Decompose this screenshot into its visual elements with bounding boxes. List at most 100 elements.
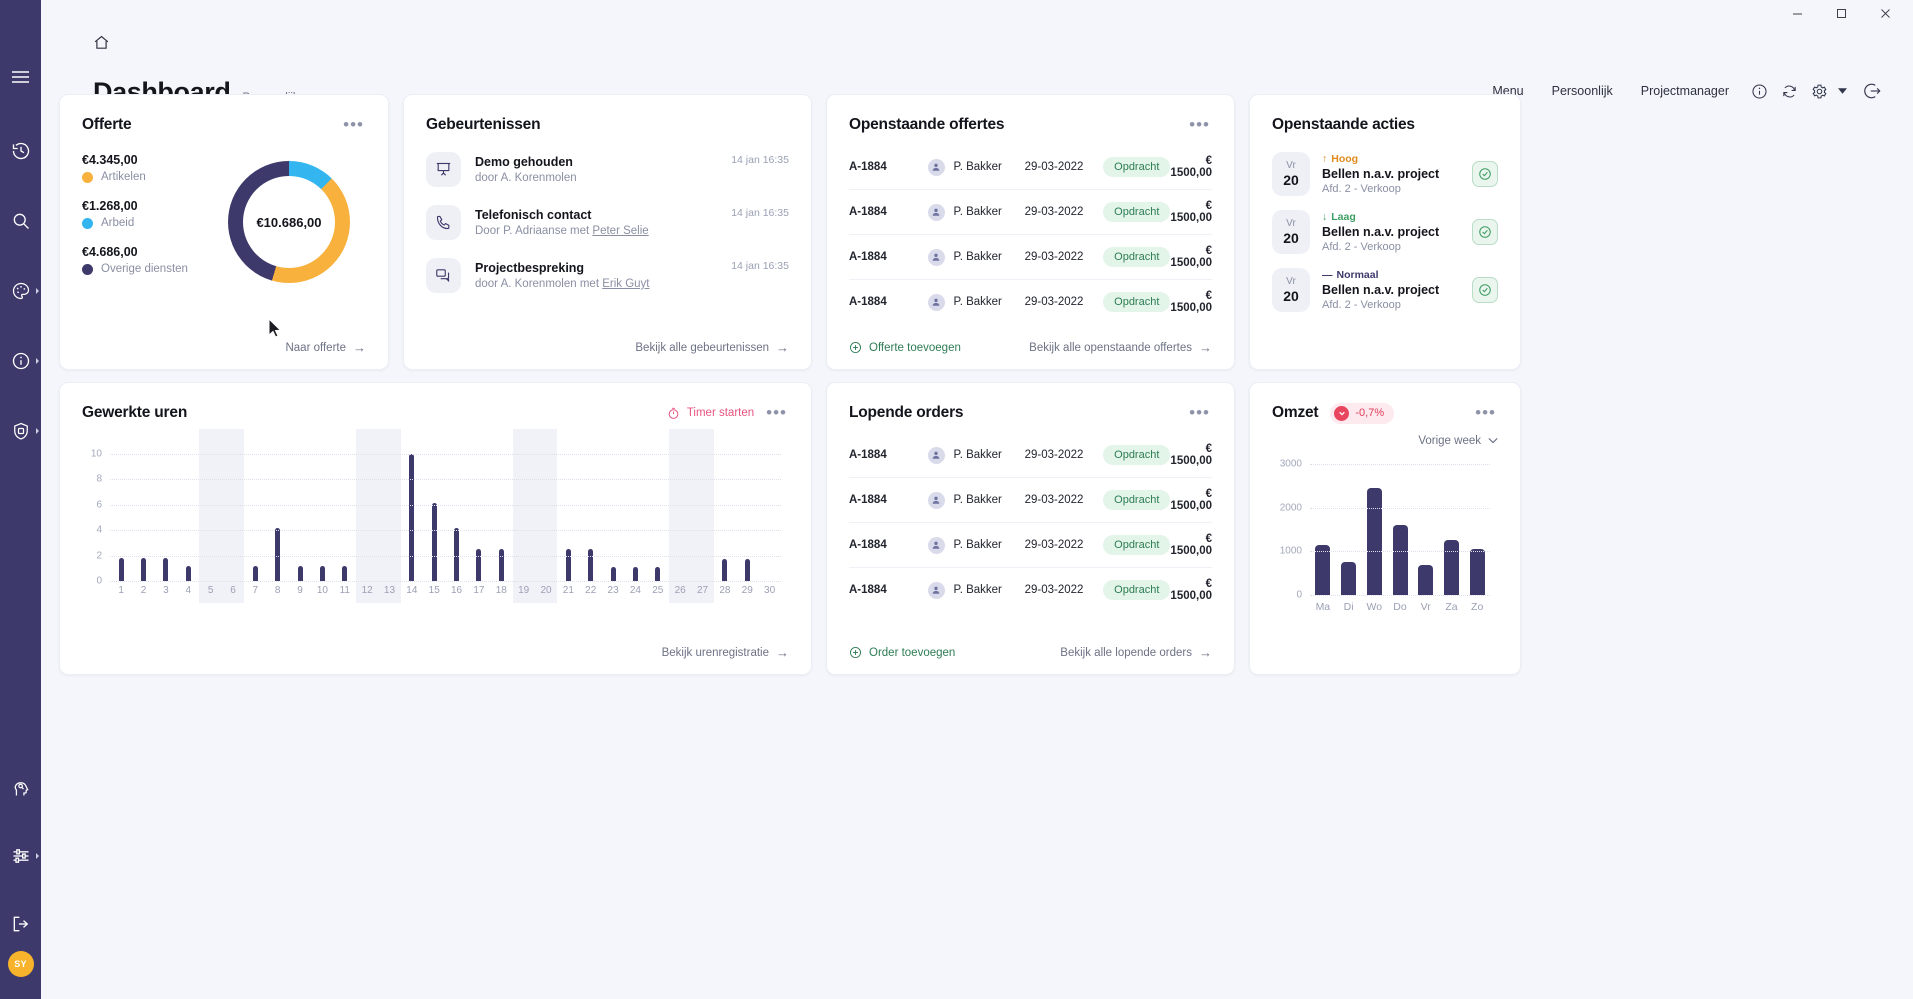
ai-head-icon[interactable] [0,761,41,815]
table-row[interactable]: A-1884 P. Bakker 29-03-2022 Opdracht € 1… [849,280,1212,325]
bar-slot[interactable] [1336,455,1362,595]
offerte-body: €4.345,00 Artikelen €1.268,00 Arbeid [82,137,366,291]
alle-orders-link[interactable]: Bekijk alle lopende orders → [1060,645,1212,660]
cell-status: Opdracht [1103,568,1171,613]
offerte-legend: €4.345,00 Artikelen €1.268,00 Arbeid [82,153,212,291]
bar-slot[interactable] [1464,455,1490,595]
x-tick-label: 15 [428,585,440,596]
alle-offertes-link[interactable]: Bekijk alle openstaande offertes → [1029,340,1212,355]
bar-slot[interactable] [244,441,266,581]
offerte-toevoegen-link[interactable]: Offerte toevoegen [849,341,961,354]
home-icon[interactable] [93,34,110,56]
bar-slot[interactable] [714,441,736,581]
timer-start-button[interactable]: Timer starten [667,407,754,420]
order-toevoegen-link[interactable]: Order toevoegen [849,646,955,659]
list-item[interactable]: Telefonisch contact Door P. Adriaanse me… [426,196,789,249]
bar-slot[interactable] [580,441,602,581]
card-menu-icon[interactable]: ••• [343,115,364,134]
alle-gebeurtenissen-link[interactable]: Bekijk alle gebeurtenissen → [635,340,789,355]
bar-slot[interactable] [401,441,423,581]
bar-slot[interactable] [490,441,512,581]
complete-action-button[interactable] [1472,219,1498,245]
table-row[interactable]: A-1884 P. Bakker 29-03-2022 Opdracht € 1… [849,145,1212,190]
action-weekday: Vr [1286,275,1296,287]
logout-icon[interactable] [0,897,41,951]
list-item[interactable]: Vr 20 ↓ Laag Bellen n.a.v. project Afd. … [1272,203,1498,261]
table-row[interactable]: A-1884 P. Bakker 29-03-2022 Opdracht € 1… [849,568,1212,613]
palette-icon[interactable] [0,264,41,318]
list-item[interactable]: Projectbespreking door A. Korenmolen met… [426,249,789,302]
card-menu-icon[interactable]: ••• [766,403,787,422]
bar-slot[interactable] [1387,455,1413,595]
footer-link-label: Bekijk urenregistratie [661,646,769,659]
close-button[interactable] [1863,0,1907,26]
chevron-down-icon[interactable] [1835,77,1849,105]
bar-slot[interactable] [132,441,154,581]
bar-slot[interactable] [289,441,311,581]
bar-slot[interactable] [1439,455,1465,595]
cell-date: 29-03-2022 [1024,433,1104,478]
omzet-period-selector[interactable]: Vorige week [1272,435,1498,447]
mouse-cursor [269,319,282,338]
bar [1315,544,1331,595]
gear-icon[interactable] [1805,77,1833,105]
bar-slot[interactable] [624,441,646,581]
bar-slot[interactable] [468,441,490,581]
event-contact-link[interactable]: Erik Guyt [602,278,650,290]
info-icon[interactable] [0,334,41,388]
table-row[interactable]: A-1884 P. Bakker 29-03-2022 Opdracht € 1… [849,234,1212,280]
bar-slot[interactable] [602,441,624,581]
table-row[interactable]: A-1884 P. Bakker 29-03-2022 Opdracht € 1… [849,189,1212,235]
card-menu-icon[interactable]: ••• [1189,115,1210,134]
minimize-button[interactable] [1775,0,1819,26]
table-row[interactable]: A-1884 P. Bakker 29-03-2022 Opdracht € 1… [849,477,1212,523]
sliders-icon[interactable] [0,829,41,883]
bar-slot[interactable] [1361,455,1387,595]
bar-slot[interactable] [110,441,132,581]
info-icon[interactable] [1745,77,1773,105]
y-tick-label: 4 [96,524,102,536]
bar-slot[interactable] [647,441,669,581]
maximize-button[interactable] [1819,0,1863,26]
menu-hamburger-icon[interactable] [0,50,41,104]
table-row[interactable]: A-1884 P. Bakker 29-03-2022 Opdracht € 1… [849,433,1212,478]
legend-value: €1.268,00 [82,199,138,213]
bar-slot[interactable] [155,441,177,581]
list-item[interactable]: Vr 20 — Normaal Bellen n.a.v. project Af… [1272,261,1498,319]
logout-icon[interactable] [1859,77,1887,105]
naar-offerte-link[interactable]: Naar offerte → [285,340,366,355]
bar [118,558,124,581]
list-item[interactable]: Vr 20 ↑ Hoog Bellen n.a.v. project Afd. … [1272,145,1498,203]
bar-slot[interactable] [1413,455,1439,595]
topnav-projectmanager[interactable]: Projectmanager [1640,84,1729,98]
bar-slot[interactable] [311,441,333,581]
bar-slot[interactable] [736,441,758,581]
history-icon[interactable] [0,124,41,178]
search-icon[interactable] [0,194,41,248]
event-contact-link[interactable]: Peter Selie [592,225,649,237]
avatar[interactable]: SY [7,951,34,977]
bar-slot[interactable] [177,441,199,581]
bar-slot[interactable] [758,441,780,581]
action-date: Vr 20 [1272,152,1310,196]
chat-icon [426,258,461,293]
card-menu-icon[interactable]: ••• [1475,403,1496,422]
topnav-persoonlijk[interactable]: Persoonlijk [1551,84,1613,98]
table-row[interactable]: A-1884 P. Bakker 29-03-2022 Opdracht € 1… [849,522,1212,568]
list-item[interactable]: Demo gehouden door A. Korenmolen 14 jan … [426,143,789,196]
donut-total: €10.686,00 [256,214,322,230]
card-header-actions: Timer starten ••• [667,404,789,422]
bar-slot[interactable] [557,441,579,581]
complete-action-button[interactable] [1472,161,1498,187]
shield-icon[interactable] [0,404,41,458]
refresh-icon[interactable] [1775,77,1803,105]
bar-slot[interactable] [334,441,356,581]
card-menu-icon[interactable]: ••• [1189,403,1210,422]
bar-slot[interactable] [445,441,467,581]
x-tick-label: 11 [339,585,350,596]
urenregistratie-link[interactable]: Bekijk urenregistratie → [662,645,789,660]
bar-slot[interactable] [1310,455,1336,595]
complete-action-button[interactable] [1472,277,1498,303]
bar-slot[interactable] [267,441,289,581]
bar-slot[interactable] [423,441,445,581]
